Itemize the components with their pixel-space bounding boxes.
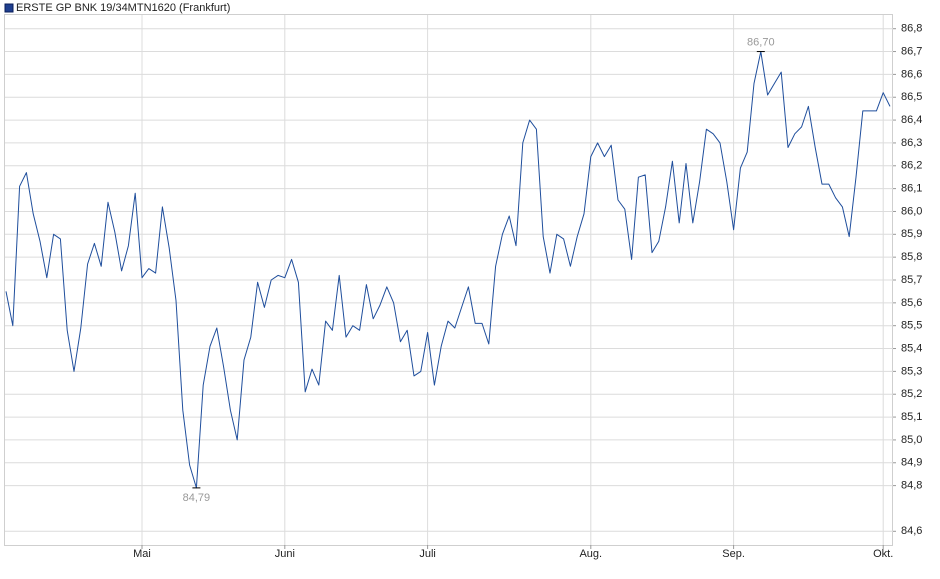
y-tick-label: 84,6 <box>901 525 922 537</box>
y-tick-label: 86,4 <box>901 114 922 126</box>
legend-swatch <box>4 3 14 13</box>
x-tick-label: Juli <box>419 548 436 560</box>
y-tick-label: 85,1 <box>901 411 922 423</box>
y-tick-label: 86,5 <box>901 91 922 103</box>
y-tick-label: 85,3 <box>901 365 922 377</box>
y-tick-label: 84,8 <box>901 480 922 492</box>
y-tick-label: 86,8 <box>901 23 922 35</box>
x-tick-label: Aug. <box>579 548 602 560</box>
price-line <box>5 51 891 489</box>
y-tick-label: 86,7 <box>901 45 922 57</box>
y-tick-label: 85,9 <box>901 228 922 240</box>
x-tick-label: Juni <box>275 548 295 560</box>
y-tick-label: 85,0 <box>901 434 922 446</box>
x-tick-label: Mai <box>133 548 151 560</box>
y-tick-label: 86,3 <box>901 137 922 149</box>
chart-title: ERSTE GP BNK 19/34MTN1620 (Frankfurt) <box>16 2 230 14</box>
y-tick-label: 85,5 <box>901 320 922 332</box>
y-tick-label: 85,7 <box>901 274 922 286</box>
annotation: 84,79 <box>183 492 211 504</box>
x-tick-label: Okt. <box>873 548 893 560</box>
annotation: 86,70 <box>747 36 775 48</box>
x-tick-label: Sep. <box>722 548 745 560</box>
y-tick-label: 86,2 <box>901 160 922 172</box>
y-tick-label: 85,2 <box>901 388 922 400</box>
y-tick-label: 86,0 <box>901 205 922 217</box>
y-tick-label: 85,8 <box>901 251 922 263</box>
y-tick-label: 85,6 <box>901 297 922 309</box>
y-tick-label: 86,1 <box>901 183 922 195</box>
y-tick-label: 85,4 <box>901 342 922 354</box>
y-tick-label: 84,9 <box>901 457 922 469</box>
y-tick-label: 86,6 <box>901 68 922 80</box>
